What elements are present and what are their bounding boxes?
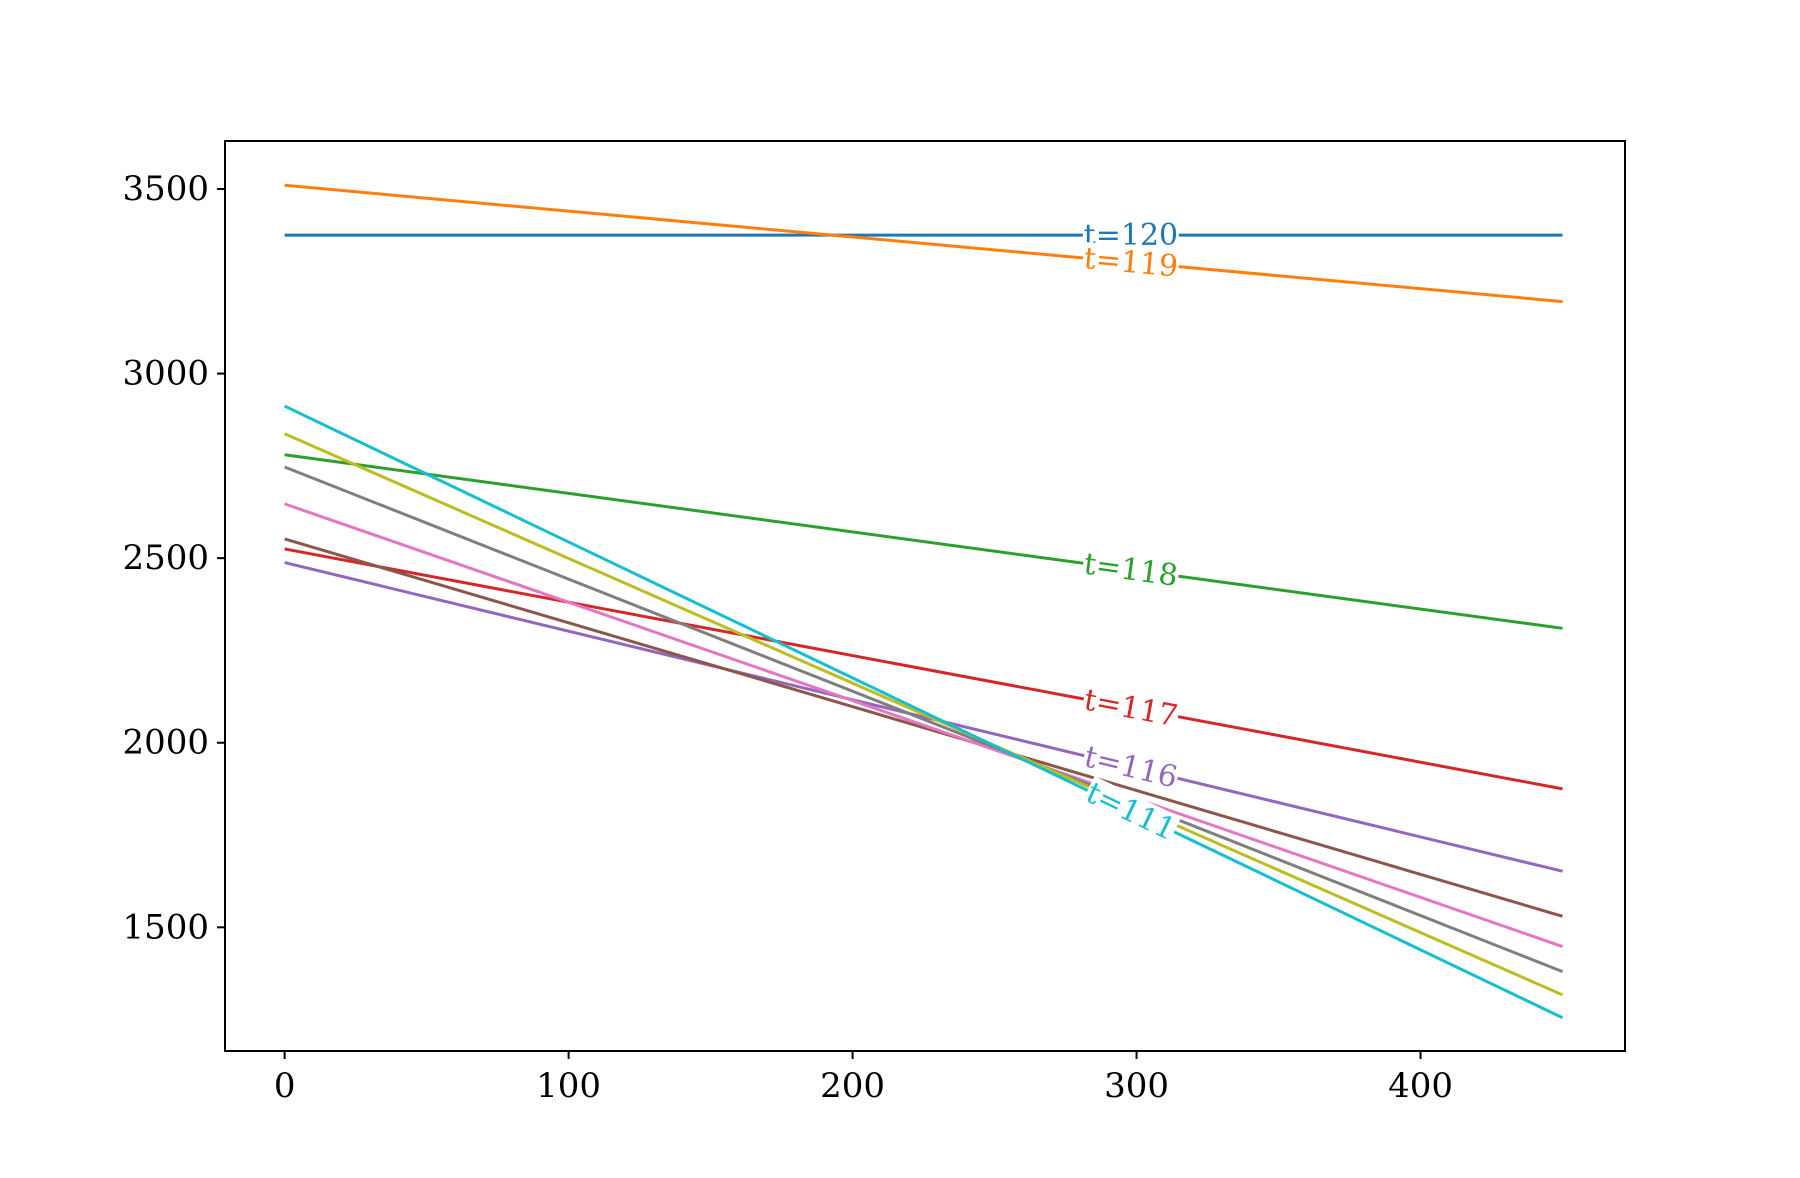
inline-label-text: t=119 [1082,241,1179,284]
x-tick-label: 100 [536,1066,601,1106]
series-line-t-116 [284,561,1563,873]
inline-label-gap [1081,547,1181,593]
y-tick-label: 1500 [122,907,209,947]
series-line-t-117 [284,547,1563,791]
x-tick-label: 400 [1388,1066,1453,1106]
x-tick-label: 0 [274,1066,296,1106]
series-line-t-112 [284,432,1564,997]
y-axis: 1500 2000 2500 3000 3500 [122,169,225,947]
y-tick-label: 3500 [122,169,209,209]
inline-label-gap [1080,740,1182,794]
x-tick-label: 300 [1104,1066,1169,1106]
inline-label-gap [1080,775,1182,847]
x-tick-label: 200 [820,1066,885,1106]
inline-label-text: t=117 [1081,682,1180,734]
y-tick-label: 2500 [122,538,209,578]
series-line-t-115 [284,537,1563,918]
series-line-t-113 [284,465,1564,974]
series-line-t-111 [283,404,1564,1020]
inline-label-t-119: t=119 [1081,241,1181,285]
y-tick-label: 2000 [122,723,209,763]
inline-label-text: t=118 [1082,546,1180,593]
inline-label-t-120: t=120 [1082,218,1179,253]
series-line-t-118 [284,453,1563,630]
plot-frame [224,140,1626,1052]
inline-label-t-117: t=117 [1080,682,1182,734]
series-line-t-119 [284,183,1563,304]
inline-label-gap [1081,242,1181,283]
inline-label-gap [1080,683,1182,733]
series-layer [283,183,1564,1020]
y-tick-label: 3000 [122,354,209,394]
inline-label-t-118: t=118 [1081,546,1181,594]
series-line-t-114 [284,502,1564,948]
x-axis: 0 100 200 300 400 [274,1051,1453,1106]
